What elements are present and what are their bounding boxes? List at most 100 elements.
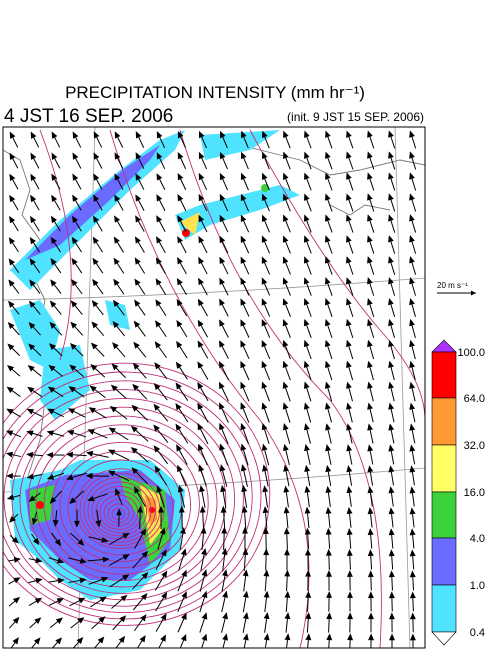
wind-arrowhead: [219, 172, 226, 181]
wind-arrowhead: [9, 131, 16, 139]
isobar: [19, 406, 227, 594]
wind-arrowhead: [282, 402, 289, 410]
wind-arrowhead: [48, 343, 56, 351]
wind-scale-arrowhead: [471, 290, 476, 296]
wind-arrowhead: [122, 532, 130, 539]
wind-arrowhead: [303, 214, 310, 222]
wind-arrowhead: [141, 572, 149, 579]
wind-arrowhead: [197, 381, 204, 390]
wind-arrowhead: [177, 173, 184, 181]
wind-arrowhead: [263, 548, 270, 556]
wind-arrowhead: [79, 557, 88, 564]
wind-arrowhead: [92, 257, 99, 266]
wind-arrowhead: [28, 495, 36, 502]
wind-arrowhead: [409, 318, 415, 327]
wind-arrowhead: [222, 569, 228, 577]
wind-arrowhead: [409, 612, 416, 620]
wind-arrowhead: [261, 381, 268, 389]
wind-arrowhead: [409, 402, 416, 410]
wind-arrowhead: [11, 536, 19, 544]
wind-arrowhead: [388, 277, 394, 285]
wind-arrowhead: [389, 633, 395, 641]
wind-arrowhead: [30, 215, 37, 224]
wind-arrowhead: [367, 549, 374, 557]
wind-arrowhead: [52, 519, 59, 527]
wind-arrowhead: [153, 445, 161, 453]
wind-arrowhead: [346, 444, 353, 452]
wind-arrowhead: [240, 319, 247, 327]
wind-arrowhead: [46, 451, 54, 458]
wind-arrowhead: [47, 408, 55, 415]
wind-arrowhead: [261, 214, 268, 222]
wind-arrowhead: [160, 634, 166, 642]
wind-arrowhead: [367, 528, 374, 536]
wind-arrowhead: [175, 382, 182, 390]
wind-arrowhead: [409, 528, 416, 536]
wind-arrowhead: [55, 637, 63, 645]
wind-arrowhead: [221, 526, 228, 534]
wind-arrowhead: [261, 422, 268, 431]
wind-arrowhead: [177, 215, 184, 223]
wind-arrowhead: [263, 590, 270, 598]
wind-arrowhead: [73, 520, 80, 528]
wind-arrowhead: [181, 591, 187, 599]
wind-arrowhead: [346, 507, 353, 515]
wind-arrowhead: [54, 538, 62, 547]
wind-arrowhead: [134, 299, 141, 307]
wind-arrowhead: [93, 173, 100, 181]
wind-arrowhead: [388, 591, 395, 599]
wind-arrowhead: [409, 507, 416, 515]
wind-arrowhead: [176, 444, 182, 452]
wind-arrowhead: [303, 256, 310, 264]
wind-arrowhead: [90, 363, 98, 371]
wind-arrowhead: [367, 339, 373, 348]
wind-arrowhead: [66, 451, 73, 458]
wind-arrowhead: [304, 485, 311, 493]
wind-arrowhead: [282, 381, 289, 389]
wind-arrowhead: [131, 404, 139, 412]
wind-arrowhead: [262, 151, 268, 160]
wind-arrowhead: [116, 508, 123, 516]
colorbar-label: 32.0: [464, 440, 485, 452]
wind-arrowhead: [70, 321, 78, 329]
wind-arrowhead: [8, 258, 15, 266]
wind-arrowhead: [130, 425, 138, 433]
wind-arrowhead: [325, 527, 332, 535]
wind-arrowhead: [219, 422, 225, 431]
wind-arrowhead: [282, 277, 289, 285]
wind-arrowhead: [198, 151, 205, 160]
wind-arrowhead: [261, 360, 268, 369]
wind-arrowhead: [35, 557, 43, 564]
wind-arrowhead: [388, 381, 394, 389]
wind-arrowhead: [69, 342, 77, 350]
wind-arrowhead: [304, 548, 311, 556]
wind-arrowhead: [221, 547, 228, 555]
wind-arrowhead: [219, 402, 225, 410]
wind-arrowhead: [303, 235, 310, 243]
wind-arrowhead: [262, 485, 269, 493]
wind-arrowhead: [132, 383, 140, 391]
wind-arrowhead: [409, 256, 415, 264]
wind-arrowhead: [219, 235, 226, 244]
wind-arrowhead: [242, 569, 249, 577]
wind-arrowhead: [346, 130, 352, 138]
wind-arrowhead: [262, 527, 269, 534]
wind-arrowhead: [219, 256, 226, 265]
wind-arrowhead: [346, 318, 352, 327]
wind-arrowhead: [388, 151, 394, 159]
wind-arrowhead: [283, 151, 289, 159]
wind-arrowhead: [325, 214, 331, 222]
wind-arrowhead: [240, 172, 247, 181]
wind-arrowhead: [198, 235, 205, 244]
wind-arrowhead: [180, 548, 187, 556]
wind-arrowhead: [122, 554, 130, 560]
wind-arrowhead: [113, 278, 120, 286]
wind-arrowhead: [241, 130, 247, 139]
wind-arrowhead: [29, 237, 36, 245]
wind-arrowhead: [26, 451, 34, 458]
wind-arrowhead: [303, 339, 310, 348]
wind-arrowhead: [367, 465, 374, 473]
wind-arrowhead: [6, 494, 15, 501]
colorbar-label: 0.4: [470, 627, 485, 639]
